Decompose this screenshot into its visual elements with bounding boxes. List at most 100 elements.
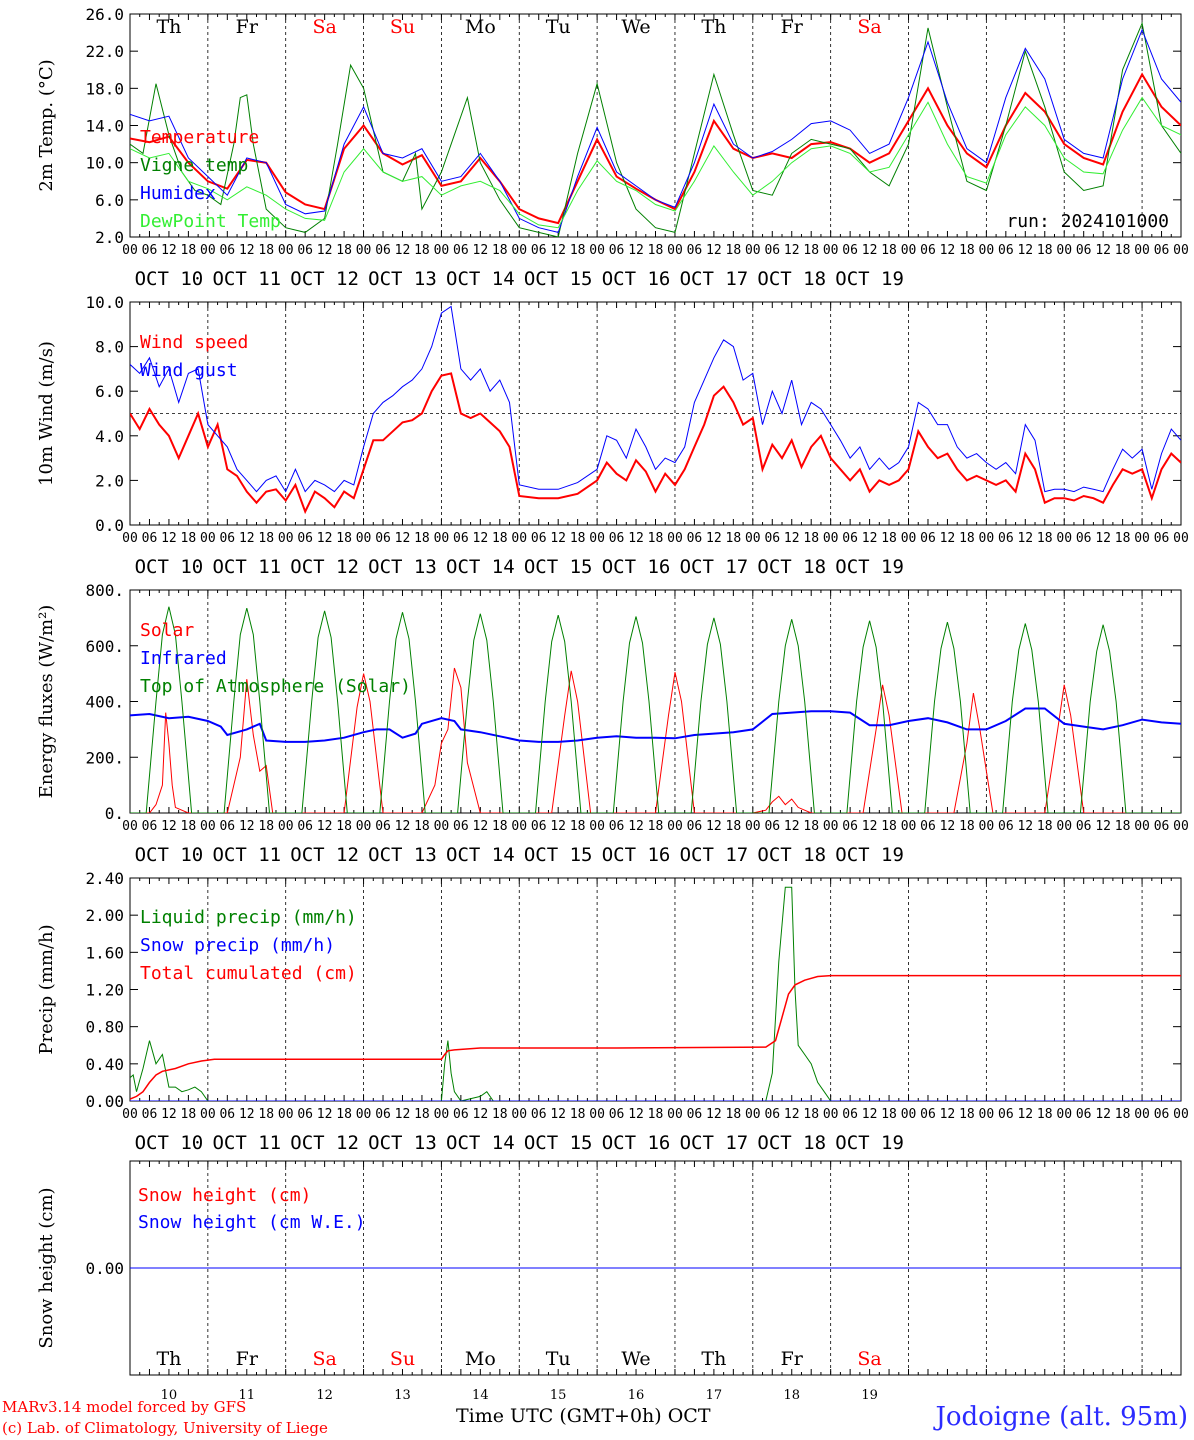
hour-tick-label: 00: [356, 1107, 372, 1122]
hour-tick-label: 12: [161, 1107, 177, 1122]
hour-tick-label: 00: [122, 243, 138, 258]
y-tick-label: 4.0: [95, 427, 124, 446]
y-tick-label: 800.: [85, 581, 124, 600]
hour-tick-label: 18: [1037, 1107, 1053, 1122]
hour-tick-label: 00: [745, 243, 761, 258]
hour-tick-label: 06: [142, 1107, 158, 1122]
hour-tick-label: 18: [881, 243, 897, 258]
hour-tick-label: 18: [492, 243, 508, 258]
legend-entry: Snow precip (mm/h): [140, 935, 335, 956]
hour-tick-label: 00: [823, 531, 839, 546]
y-tick-label: 10.0: [85, 293, 124, 312]
date-label: OCT 11: [212, 844, 281, 866]
hour-tick-label: 18: [959, 819, 975, 834]
hour-tick-label: 00: [356, 531, 372, 546]
hour-tick-label: 12: [940, 819, 956, 834]
hour-tick-label: 18: [1115, 819, 1131, 834]
date-label: OCT 11: [212, 556, 281, 578]
hour-tick-label: 18: [726, 819, 742, 834]
date-label: OCT 18: [757, 844, 826, 866]
series-line-dewpoint-temp: [130, 96, 1181, 229]
hour-tick-label: 12: [161, 531, 177, 546]
date-label: OCT 14: [446, 1132, 515, 1154]
hour-tick-label: 18: [648, 819, 664, 834]
hour-tick-label: 12: [706, 1107, 722, 1122]
hour-tick-label: 06: [920, 1107, 936, 1122]
date-label: OCT 15: [524, 556, 593, 578]
hour-tick-label: 18: [648, 531, 664, 546]
hour-tick-label: 00: [823, 243, 839, 258]
hour-tick-label: 00: [667, 819, 683, 834]
hour-tick-label: 18: [803, 1107, 819, 1122]
hour-tick-label: 06: [609, 531, 625, 546]
date-label: OCT 17: [680, 268, 749, 290]
hour-tick-label: 18: [570, 819, 586, 834]
hour-tick-label: 18: [1115, 1107, 1131, 1122]
hour-tick-label: 06: [842, 243, 858, 258]
hour-tick-label: 12: [1017, 243, 1033, 258]
hour-tick-label: 00: [511, 243, 527, 258]
y-tick-label: 0.40: [85, 1055, 124, 1074]
hour-tick-label: 18: [258, 1107, 274, 1122]
y-axis-label: Energy fluxes (W/m²): [36, 605, 57, 799]
hour-tick-label: 12: [550, 243, 566, 258]
hour-tick-label: 12: [940, 1107, 956, 1122]
y-tick-label: 600.: [85, 637, 124, 656]
hour-tick-label: 00: [1173, 819, 1189, 834]
hour-tick-label: 06: [453, 531, 469, 546]
date-label: OCT 12: [290, 844, 359, 866]
hour-tick-label: 12: [706, 243, 722, 258]
hour-tick-label: 12: [473, 819, 489, 834]
hour-tick-label: 06: [375, 819, 391, 834]
hour-tick-label: 00: [1056, 531, 1072, 546]
y-tick-label: 6.0: [95, 191, 124, 210]
hour-tick-label: 18: [258, 531, 274, 546]
weekday-label: Fr: [781, 16, 804, 38]
date-label: OCT 16: [602, 268, 671, 290]
legend-entry: Solar: [140, 620, 194, 641]
hour-tick-label: 00: [1056, 243, 1072, 258]
date-label: OCT 12: [290, 268, 359, 290]
hour-tick-label: 12: [473, 243, 489, 258]
date-number-label: 19: [861, 1388, 878, 1403]
y-tick-label: 18.0: [85, 79, 124, 98]
hour-tick-label: 18: [414, 531, 430, 546]
date-label: OCT 13: [368, 556, 437, 578]
hour-tick-label: 00: [122, 1107, 138, 1122]
y-tick-label: 10.0: [85, 154, 124, 173]
hour-tick-label: 18: [492, 1107, 508, 1122]
y-axis-label: 10m Wind (m/s): [36, 341, 57, 486]
hour-tick-label: 06: [1154, 531, 1170, 546]
hour-tick-label: 06: [1076, 819, 1092, 834]
hour-tick-label: 00: [589, 819, 605, 834]
weekday-label: Fr: [781, 1348, 804, 1370]
series-group: [130, 606, 1181, 813]
hour-tick-label: 06: [687, 243, 703, 258]
hour-tick-label: 06: [531, 243, 547, 258]
hour-tick-label: 18: [803, 531, 819, 546]
hour-tick-label: 06: [297, 1107, 313, 1122]
date-label: OCT 14: [446, 556, 515, 578]
hour-tick-label: 00: [823, 819, 839, 834]
hour-tick-label: 00: [434, 531, 450, 546]
hour-tick-label: 12: [161, 243, 177, 258]
hour-tick-label: 12: [628, 1107, 644, 1122]
hour-tick-label: 18: [414, 243, 430, 258]
hour-tick-label: 18: [1037, 819, 1053, 834]
legend-entry: Total cumulated (cm): [140, 963, 357, 984]
panel-3: 0. 200. 400. 600. 800. Energy fluxes (W/m²) So…: [36, 581, 1189, 866]
hour-tick-label: 12: [628, 243, 644, 258]
hour-tick-label: 06: [142, 531, 158, 546]
hour-tick-label: 06: [609, 819, 625, 834]
legend-entry: Wind gust: [140, 360, 238, 381]
hour-tick-label: 06: [453, 819, 469, 834]
hour-tick-label: 00: [901, 243, 917, 258]
hour-tick-label: 06: [842, 531, 858, 546]
hour-tick-label: 06: [531, 819, 547, 834]
hour-tick-label: 06: [375, 531, 391, 546]
panel-2: 0.0 2.0 4.0 6.0 8.0 10.0 10m Wind (m/s) Wind sp…: [36, 293, 1189, 578]
date-label: OCT 13: [368, 268, 437, 290]
hour-tick-label: 00: [122, 531, 138, 546]
hour-tick-label: 00: [589, 243, 605, 258]
series-line-infrared: [130, 707, 1181, 743]
